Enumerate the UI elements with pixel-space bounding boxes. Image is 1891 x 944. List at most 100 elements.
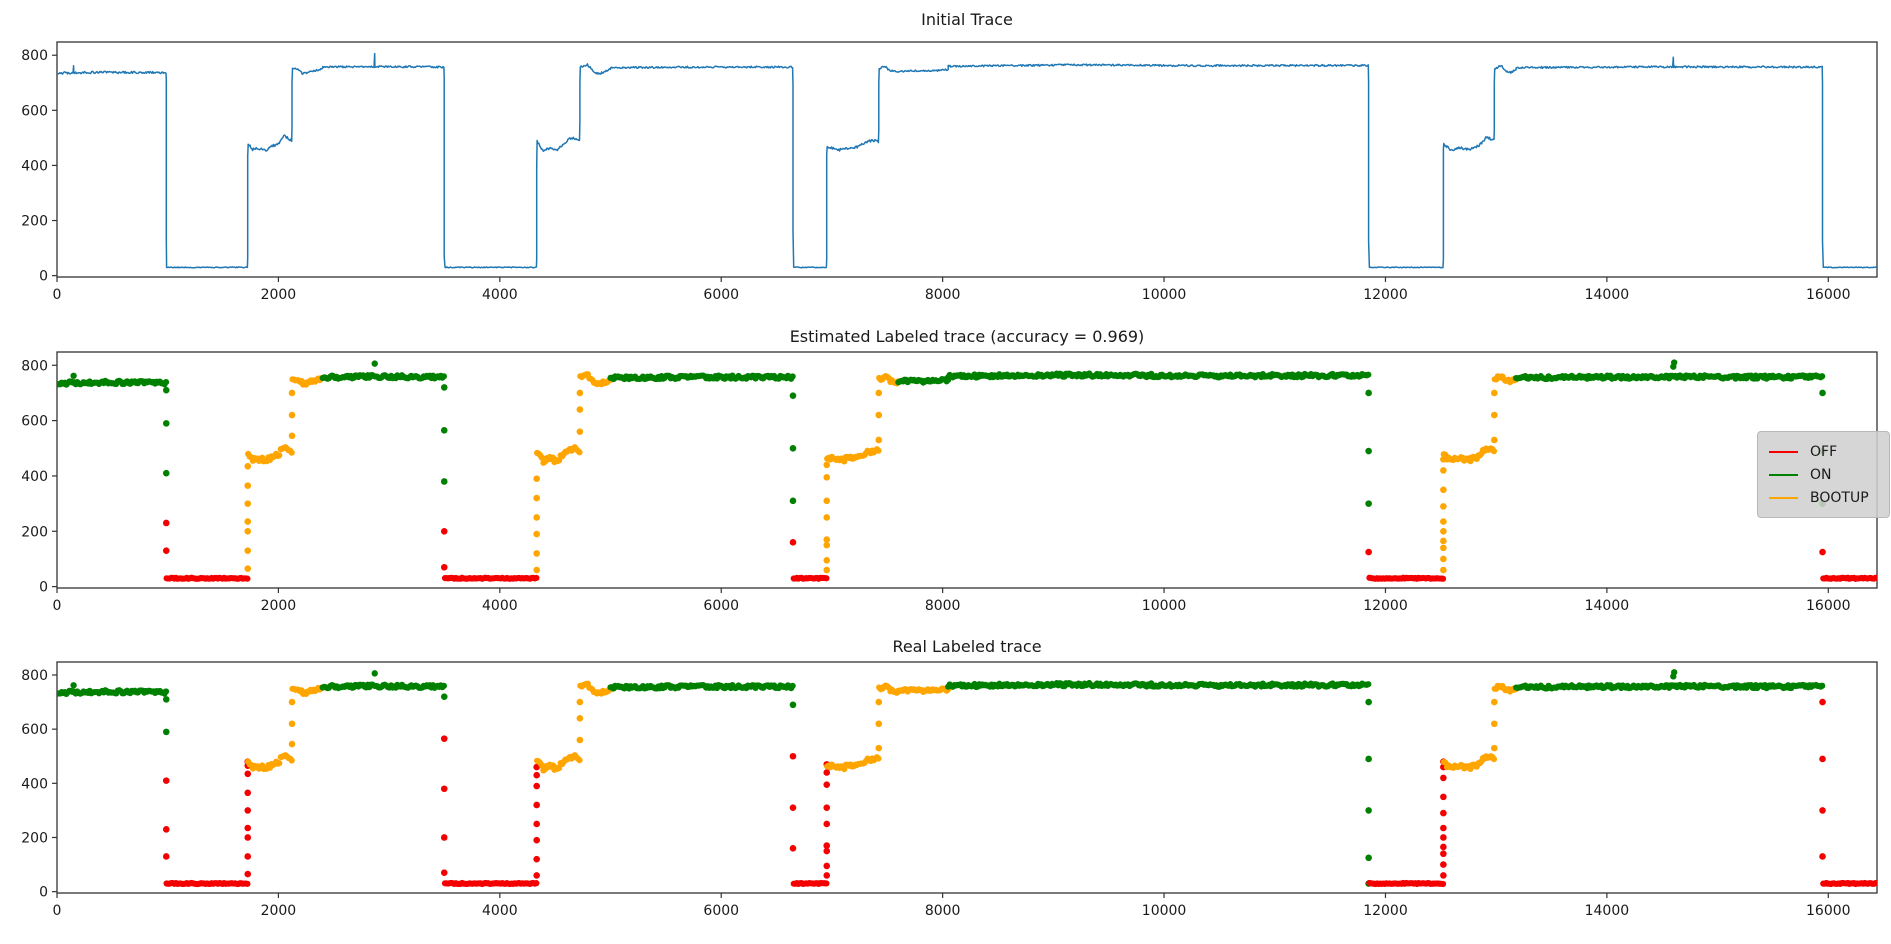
transition-point-on bbox=[1365, 807, 1372, 814]
transition-point-bootup bbox=[288, 432, 296, 440]
data-point-on bbox=[70, 682, 77, 689]
transition-point-bootup bbox=[533, 566, 540, 574]
transition-point-off bbox=[533, 771, 540, 779]
x-tick-label: 2000 bbox=[261, 903, 297, 919]
transition-point-off bbox=[162, 519, 170, 527]
data-point-on bbox=[162, 379, 170, 386]
x-tick-label: 2000 bbox=[261, 287, 297, 303]
transition-point-off bbox=[533, 855, 540, 863]
x-tick-label: 16000 bbox=[1806, 287, 1851, 303]
plot1-title: Initial Trace bbox=[921, 10, 1013, 29]
x-tick-label: 4000 bbox=[482, 903, 518, 919]
x-tick-label: 16000 bbox=[1806, 903, 1851, 919]
transition-point-bootup bbox=[875, 436, 883, 444]
transition-point-bootup bbox=[1490, 698, 1498, 706]
x-tick-label: 12000 bbox=[1363, 903, 1408, 919]
transition-point-off bbox=[1440, 824, 1447, 832]
transition-point-bootup bbox=[1440, 527, 1447, 535]
x-tick-label: 14000 bbox=[1585, 287, 1630, 303]
transition-point-off bbox=[533, 801, 540, 809]
transition-point-off bbox=[162, 826, 170, 833]
transition-point-on bbox=[789, 497, 797, 505]
x-tick-label: 10000 bbox=[1142, 598, 1187, 614]
transition-point-off bbox=[440, 563, 448, 571]
plot2-title: Estimated Labeled trace (accuracy = 0.96… bbox=[789, 327, 1145, 346]
x-tick-label: 12000 bbox=[1363, 598, 1408, 614]
transition-point-bootup bbox=[533, 550, 540, 557]
transition-point-off bbox=[823, 769, 831, 776]
y-tick-label: 600 bbox=[21, 722, 48, 738]
x-tick-label: 0 bbox=[53, 287, 62, 303]
transition-point-bootup bbox=[244, 527, 252, 535]
y-tick-label: 800 bbox=[21, 358, 48, 374]
transition-point-bootup bbox=[288, 389, 296, 397]
transition-point-off bbox=[1440, 834, 1447, 841]
data-point-off bbox=[823, 575, 830, 582]
transition-point-on bbox=[440, 478, 448, 485]
off-line-swatch bbox=[1769, 450, 1798, 453]
data-point-bootup bbox=[875, 755, 882, 762]
legend-label-off: OFF bbox=[1810, 443, 1838, 460]
transition-point-bootup bbox=[875, 720, 883, 728]
transition-point-bootup bbox=[533, 475, 540, 483]
transition-point-on bbox=[1819, 389, 1826, 397]
transition-point-bootup bbox=[823, 566, 831, 574]
data-point-bootup bbox=[1490, 448, 1498, 455]
transition-point-on bbox=[440, 384, 448, 391]
transition-point-off bbox=[1440, 843, 1447, 851]
transition-point-on bbox=[162, 469, 170, 477]
data-point-off bbox=[1873, 574, 1877, 581]
transition-point-off bbox=[244, 770, 252, 778]
x-tick-label: 8000 bbox=[925, 903, 961, 919]
transition-point-off bbox=[823, 804, 831, 811]
transition-point-off bbox=[244, 807, 252, 814]
transition-point-bootup bbox=[1440, 555, 1447, 563]
transition-point-bootup bbox=[875, 411, 883, 419]
transition-point-bootup bbox=[875, 698, 883, 706]
transition-point-bootup bbox=[875, 744, 883, 752]
data-point-off bbox=[244, 880, 251, 887]
transition-point-off bbox=[1819, 698, 1826, 706]
x-tick-label: 6000 bbox=[703, 287, 739, 303]
transition-point-on bbox=[162, 420, 170, 427]
data-point-off bbox=[533, 880, 540, 887]
transition-point-bootup bbox=[1490, 720, 1498, 728]
transition-point-bootup bbox=[1440, 537, 1447, 545]
plot1-data bbox=[57, 52, 1877, 269]
transition-point-bootup bbox=[576, 389, 584, 397]
transition-point-on bbox=[440, 693, 448, 700]
transition-point-bootup bbox=[244, 518, 252, 525]
y-tick-label: 0 bbox=[39, 580, 48, 596]
data-point-off bbox=[533, 574, 540, 582]
transition-point-bootup bbox=[288, 720, 296, 728]
transition-point-off bbox=[823, 820, 831, 828]
data-point-bootup bbox=[576, 757, 583, 764]
plot3-axes-frame bbox=[56, 661, 1878, 894]
transition-point-off bbox=[440, 527, 448, 535]
transition-point-off bbox=[244, 853, 252, 860]
plot1-axes-frame bbox=[56, 41, 1878, 278]
transition-point-bootup bbox=[533, 514, 540, 521]
data-point-bootup bbox=[1490, 755, 1498, 763]
transition-point-on bbox=[162, 728, 170, 736]
transition-point-off bbox=[440, 834, 448, 841]
data-point-off bbox=[823, 880, 830, 887]
transition-point-off bbox=[1365, 548, 1372, 556]
transition-point-bootup bbox=[288, 740, 296, 748]
x-tick-label: 8000 bbox=[925, 598, 961, 614]
transition-point-bootup bbox=[823, 474, 831, 481]
transition-point-bootup bbox=[1440, 544, 1447, 552]
data-point-bootup bbox=[276, 452, 283, 459]
transition-point-bootup bbox=[576, 715, 584, 722]
transition-point-bootup bbox=[244, 462, 252, 470]
data-point-on bbox=[789, 682, 796, 690]
transition-point-bootup bbox=[1440, 503, 1447, 510]
transition-point-bootup bbox=[823, 497, 831, 505]
transition-point-bootup bbox=[823, 514, 831, 521]
data-point-on bbox=[1670, 669, 1678, 676]
transition-point-on bbox=[1365, 447, 1372, 455]
data-point-off bbox=[1439, 880, 1447, 888]
transition-point-bootup bbox=[288, 698, 296, 706]
data-point-bootup bbox=[288, 757, 295, 764]
transition-point-off bbox=[1440, 793, 1447, 801]
